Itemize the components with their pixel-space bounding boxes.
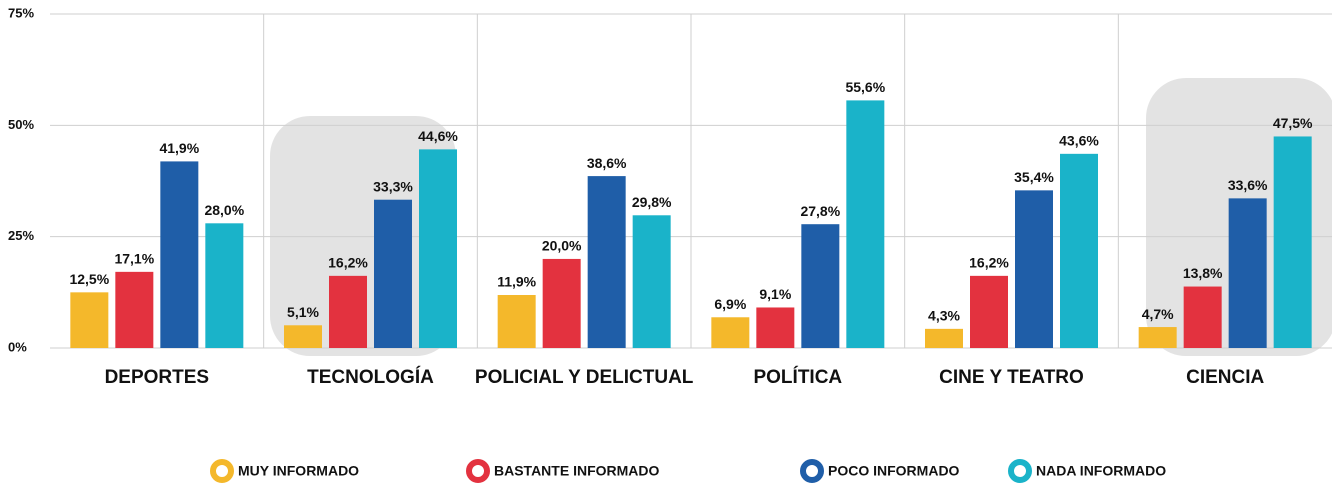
data-label: 33,3% bbox=[373, 178, 413, 194]
bar bbox=[1060, 153, 1098, 348]
legend-marker bbox=[210, 459, 234, 483]
bar bbox=[1138, 327, 1177, 348]
data-label: 17,1% bbox=[114, 251, 154, 267]
bar bbox=[711, 317, 750, 348]
data-label: 20,0% bbox=[542, 238, 582, 254]
bar bbox=[205, 223, 244, 348]
bar bbox=[329, 275, 367, 348]
bar bbox=[846, 100, 885, 348]
bar bbox=[115, 271, 154, 348]
bar bbox=[497, 295, 536, 348]
bar bbox=[1273, 136, 1312, 348]
x-tick-label: TECNOLOGÍA bbox=[307, 366, 434, 388]
data-label: 4,7% bbox=[1142, 306, 1174, 322]
y-tick-label: 75% bbox=[8, 5, 34, 20]
x-tick-label: POLICIAL Y DELICTUAL bbox=[475, 367, 694, 388]
x-tick-label: DEPORTES bbox=[105, 367, 210, 388]
data-label: 55,6% bbox=[845, 79, 885, 95]
y-tick-label: 25% bbox=[8, 228, 34, 243]
bar bbox=[925, 328, 963, 348]
bar bbox=[632, 215, 671, 348]
x-tick-label: CINE Y TEATRO bbox=[939, 367, 1084, 388]
x-tick-label: CIENCIA bbox=[1186, 367, 1264, 388]
legend-marker bbox=[800, 459, 824, 483]
data-label: 16,2% bbox=[969, 255, 1009, 271]
legend-marker bbox=[466, 459, 490, 483]
y-tick-label: 0% bbox=[8, 339, 27, 354]
data-label: 33,6% bbox=[1228, 177, 1268, 193]
data-label: 11,9% bbox=[497, 274, 536, 290]
data-label: 6,9% bbox=[714, 296, 746, 312]
data-label: 27,8% bbox=[800, 203, 840, 219]
bar bbox=[756, 307, 795, 348]
bar bbox=[1228, 198, 1267, 348]
data-label: 13,8% bbox=[1183, 265, 1223, 281]
bar bbox=[374, 199, 412, 348]
data-label: 35,4% bbox=[1014, 169, 1054, 185]
data-label: 4,3% bbox=[928, 308, 960, 324]
x-tick-label: POLÍTICA bbox=[753, 366, 842, 388]
data-label: 5,1% bbox=[287, 304, 319, 320]
data-label: 12,5% bbox=[69, 271, 109, 287]
bar bbox=[1183, 286, 1222, 348]
legend-label: MUY INFORMADO bbox=[238, 463, 359, 479]
legend-label: NADA INFORMADO bbox=[1036, 463, 1166, 479]
data-label: 28,0% bbox=[204, 202, 244, 218]
data-label: 41,9% bbox=[159, 140, 199, 156]
bar bbox=[419, 149, 457, 348]
data-label: 44,6% bbox=[418, 128, 458, 144]
bar bbox=[587, 176, 626, 348]
data-label: 29,8% bbox=[632, 194, 672, 210]
bar bbox=[160, 161, 199, 348]
legend-marker bbox=[1008, 459, 1032, 483]
bar bbox=[284, 325, 322, 348]
bar bbox=[970, 275, 1008, 348]
bar bbox=[801, 224, 840, 348]
data-label: 9,1% bbox=[759, 286, 791, 302]
data-label: 16,2% bbox=[328, 255, 368, 271]
legend-label: POCO INFORMADO bbox=[828, 463, 960, 479]
data-label: 47,5% bbox=[1273, 115, 1313, 131]
legend-label: BASTANTE INFORMADO bbox=[494, 463, 660, 479]
y-tick-label: 50% bbox=[8, 117, 34, 132]
bar bbox=[1015, 190, 1053, 348]
data-label: 38,6% bbox=[587, 155, 627, 171]
data-label: 43,6% bbox=[1059, 133, 1099, 149]
bar bbox=[70, 292, 109, 348]
bar bbox=[542, 258, 581, 348]
